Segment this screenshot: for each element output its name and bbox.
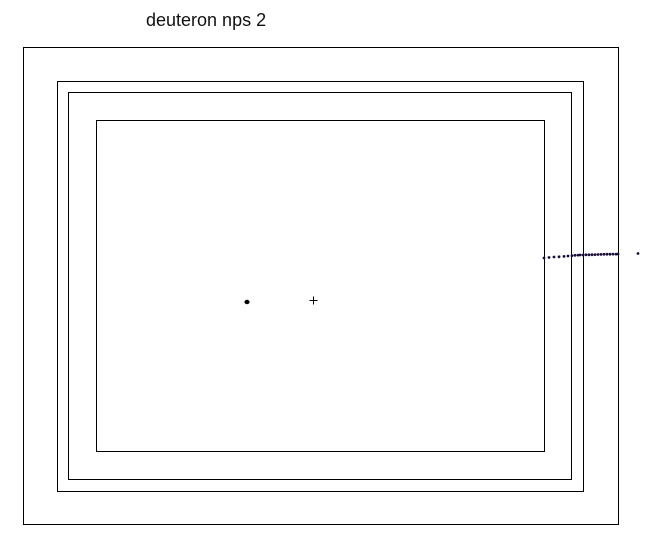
second-frame (57, 81, 584, 492)
track-point (552, 255, 556, 259)
track-point (562, 255, 566, 258)
track-point (593, 253, 597, 256)
track-point (584, 253, 588, 257)
track-point (547, 256, 551, 259)
track-point (587, 253, 591, 257)
track-point (611, 252, 615, 256)
track-point (590, 253, 594, 257)
track-point (596, 253, 600, 256)
inner-frame (96, 120, 545, 452)
track-point (616, 252, 620, 256)
center-cross-marker (309, 296, 318, 305)
track-point (608, 252, 612, 256)
track-point (578, 253, 582, 257)
diagram-title: deuteron nps 2 (146, 10, 267, 30)
track-point (573, 253, 577, 257)
track-point (557, 255, 561, 259)
track-point (599, 253, 603, 256)
track-point (602, 252, 606, 256)
track-point (566, 254, 570, 258)
track-point (605, 252, 609, 256)
blob-marker (244, 299, 250, 305)
point-track (542, 252, 640, 260)
track-point (576, 253, 580, 257)
track-point (542, 256, 546, 260)
third-frame (68, 92, 572, 480)
diagram-marks (244, 252, 640, 305)
nested-frames (23, 47, 619, 525)
track-point (570, 254, 574, 257)
track-point (614, 252, 618, 256)
track-point (581, 253, 585, 257)
track-point (636, 252, 640, 255)
outer-frame (23, 47, 619, 525)
